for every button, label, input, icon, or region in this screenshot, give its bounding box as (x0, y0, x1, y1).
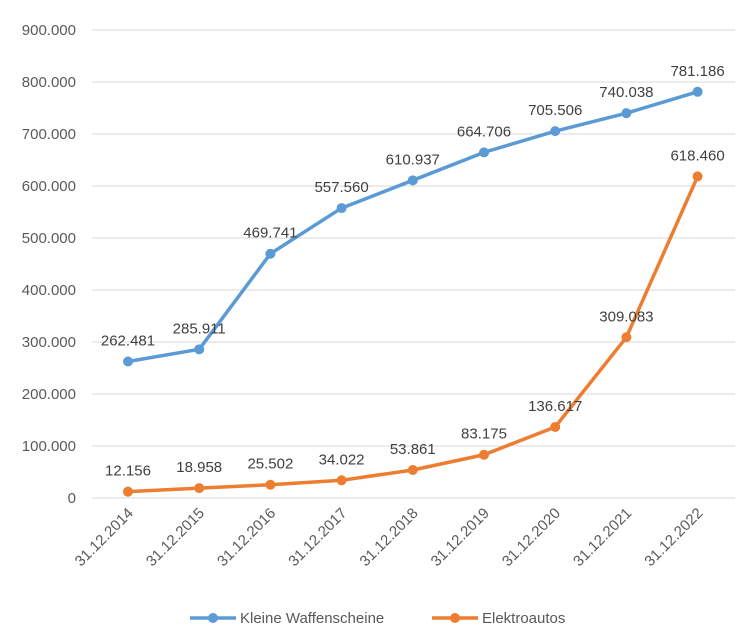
legend: Kleine Waffenscheine Elektroautos (190, 610, 565, 627)
legend-label: Kleine Waffenscheine (240, 610, 384, 627)
data-labels: 262.481 285.911 469.741 557.560 610.937 664.7… (101, 63, 725, 480)
data-label: 53.861 (390, 441, 436, 458)
y-tick-label: 800.000 (22, 74, 76, 91)
x-tick-label: 31.12.2015 (143, 505, 208, 570)
data-point (550, 126, 561, 137)
legend-label: Elektroautos (482, 610, 565, 627)
y-tick-label: 200.000 (22, 386, 76, 403)
series-lines (123, 86, 703, 497)
legend-swatch-marker (208, 613, 218, 623)
y-tick-label: 900.000 (22, 22, 76, 39)
data-label: 557.560 (314, 179, 368, 196)
gridlines (92, 29, 735, 499)
x-tick-label: 31.12.2014 (72, 505, 137, 570)
y-tick-label: 500.000 (22, 230, 76, 247)
data-point (265, 248, 276, 259)
data-point (621, 332, 632, 343)
data-label: 618.460 (670, 147, 724, 164)
x-axis-tick-labels: 31.12.2014 31.12.2015 31.12.2016 31.12.2017… (72, 505, 707, 570)
y-tick-label: 600.000 (22, 178, 76, 195)
data-point (550, 421, 561, 432)
x-tick-label: 31.12.2020 (499, 505, 564, 570)
data-point (123, 356, 133, 367)
data-point (692, 171, 703, 182)
data-label: 136.617 (528, 398, 582, 415)
y-tick-label: 0 (68, 490, 76, 507)
x-tick-label: 31.12.2022 (641, 505, 706, 570)
data-point (407, 464, 418, 475)
data-label: 25.502 (247, 456, 293, 473)
x-tick-label: 31.12.2016 (214, 505, 279, 570)
data-label: 309.083 (599, 308, 653, 325)
data-point (336, 203, 347, 214)
data-point (407, 175, 418, 186)
data-label: 740.038 (599, 84, 653, 101)
data-label: 83.175 (461, 426, 507, 443)
x-tick-label: 31.12.2017 (285, 505, 350, 570)
data-point (336, 475, 347, 486)
data-point (194, 344, 205, 355)
data-point (479, 449, 489, 460)
data-point (265, 479, 276, 490)
data-label: 664.706 (457, 123, 511, 140)
data-label: 610.937 (386, 151, 440, 168)
data-point (692, 86, 703, 97)
data-label: 34.022 (319, 451, 365, 468)
x-tick-label: 31.12.2021 (570, 505, 635, 570)
y-tick-label: 400.000 (22, 282, 76, 299)
data-label: 262.481 (101, 333, 155, 350)
data-label: 12.156 (105, 463, 151, 480)
data-point (123, 486, 133, 497)
y-tick-label: 300.000 (22, 334, 76, 351)
legend-swatch-marker (450, 613, 460, 623)
x-tick-label: 31.12.2019 (428, 505, 493, 570)
data-label: 285.911 (173, 320, 226, 337)
data-point (621, 108, 632, 119)
data-label: 469.741 (243, 225, 297, 242)
data-label: 18.958 (176, 459, 222, 476)
data-point (479, 147, 489, 158)
data-label: 781.186 (670, 63, 724, 80)
data-point (194, 483, 205, 494)
y-tick-label: 700.000 (22, 126, 76, 143)
y-tick-label: 100.000 (22, 438, 76, 455)
x-tick-label: 31.12.2018 (357, 505, 422, 570)
data-label: 705.506 (528, 102, 582, 119)
y-axis-tick-labels: 0 100.000 200.000 300.000 400.000 500.000 600.… (22, 22, 76, 507)
